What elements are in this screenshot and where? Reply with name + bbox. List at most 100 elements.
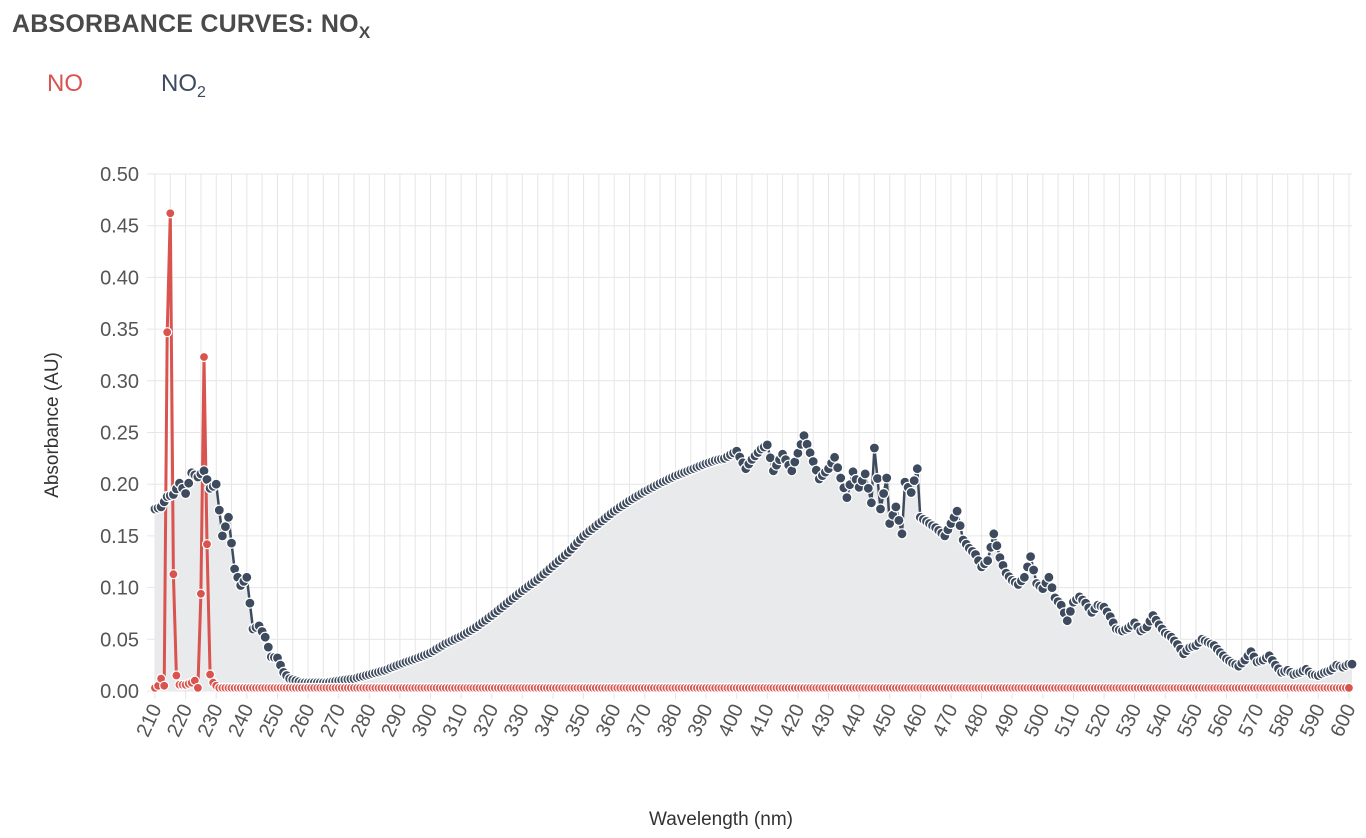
no2-point [908, 475, 920, 487]
x-tick-label: 550 [1173, 701, 1207, 741]
no2-point [1346, 658, 1358, 670]
x-tick-label: 480 [959, 701, 993, 741]
x-tick-label: 510 [1051, 701, 1085, 741]
no2-point [982, 555, 994, 567]
x-tick-label: 490 [990, 701, 1024, 741]
no2-point [954, 519, 966, 532]
x-tick-label: 410 [745, 701, 779, 741]
no2-point [210, 478, 222, 490]
no-point [1343, 682, 1355, 694]
x-tick-label: 340 [530, 701, 564, 741]
x-tick-label: 320 [469, 701, 503, 741]
x-tick-label: 240 [224, 701, 258, 741]
x-tick-label: 210 [132, 701, 166, 741]
x-tick-label: 570 [1235, 701, 1269, 741]
x-tick-label: 590 [1296, 701, 1330, 741]
x-tick-label: 470 [928, 701, 962, 741]
no-point [171, 670, 182, 681]
series-layer [149, 208, 1358, 694]
x-tick-label: 380 [653, 701, 687, 741]
no2-point [828, 451, 841, 463]
x-tick-label: 460 [898, 701, 932, 741]
no2-point [911, 463, 923, 475]
x-tick-label: 350 [561, 701, 595, 741]
no2-point [877, 487, 890, 500]
no2-point [259, 631, 271, 643]
x-tick-label: 220 [163, 701, 197, 741]
x-tick-label: 310 [439, 701, 473, 741]
no-point [159, 680, 170, 691]
no-point [198, 351, 210, 363]
no2-point [988, 528, 1000, 540]
no2-point [1024, 550, 1037, 563]
x-tick-label: 450 [867, 701, 901, 741]
x-tick-label: 370 [622, 701, 656, 741]
x-tick-label: 520 [1082, 701, 1116, 741]
y-tick-label: 0.00 [100, 681, 139, 703]
no2-point [262, 641, 274, 653]
no2-point [216, 530, 228, 542]
y-tick-label: 0.20 [100, 474, 139, 496]
no2-point [893, 514, 905, 527]
no2-point [896, 528, 908, 540]
x-axis-title: Wavelength (nm) [649, 809, 793, 830]
x-tick-label: 400 [714, 701, 748, 741]
y-axis-title: Absorbance (AU) [42, 352, 63, 498]
y-tick-label: 0.35 [100, 319, 139, 341]
no2-point [180, 487, 192, 500]
no2-point [761, 439, 773, 451]
chart-legend: NO NO2 [0, 70, 400, 110]
no-point [168, 569, 179, 580]
y-tick-label: 0.40 [100, 267, 139, 289]
no2-point [865, 497, 878, 509]
x-tick-label: 560 [1204, 701, 1238, 741]
no2-point [905, 486, 917, 499]
no2-point [1043, 571, 1055, 583]
x-tick-label: 430 [806, 701, 840, 741]
y-axis-ticks: 0.00 0.05 0.10 0.15 0.20 0.25 0.30 0.35 0.40 0.45… [100, 164, 139, 703]
no2-point [1027, 564, 1040, 576]
x-tick-label: 280 [347, 701, 381, 741]
x-tick-label: 270 [316, 701, 350, 741]
no2-point [222, 511, 235, 523]
no2-point [874, 503, 887, 515]
x-tick-label: 600 [1326, 701, 1360, 741]
no2-point [1064, 605, 1077, 618]
legend-item-no2[interactable]: NO2 [161, 70, 206, 101]
y-tick-label: 0.50 [100, 164, 139, 186]
no2-point [241, 571, 253, 583]
no2-point [871, 472, 884, 485]
x-tick-label: 500 [1020, 701, 1054, 741]
x-tick-label: 540 [1143, 701, 1177, 741]
x-tick-label: 580 [1265, 701, 1299, 741]
no2-point [219, 520, 231, 533]
no2-point [1046, 581, 1058, 594]
no2-point [1061, 615, 1073, 627]
no2-point [225, 537, 238, 549]
no2-point [835, 472, 847, 484]
no2-point [244, 597, 256, 609]
no2-point [890, 501, 902, 513]
no-point [201, 539, 213, 550]
y-tick-label: 0.45 [100, 216, 139, 238]
x-axis-ticks: 2102202302402502602702802903003103203303… [132, 701, 1360, 741]
legend-item-no[interactable]: NO [47, 70, 83, 97]
y-tick-label: 0.30 [100, 371, 139, 393]
no2-point [832, 462, 844, 474]
x-tick-label: 330 [500, 701, 534, 741]
no2-point [991, 540, 1003, 552]
no2-point [881, 472, 893, 484]
no-point [165, 208, 176, 219]
x-tick-label: 390 [684, 701, 718, 741]
x-tick-label: 420 [775, 701, 809, 741]
x-tick-label: 290 [377, 701, 411, 741]
no-point [195, 588, 206, 599]
y-tick-label: 0.05 [100, 629, 139, 651]
no2-point [868, 442, 881, 454]
x-tick-label: 260 [286, 701, 320, 741]
no2-point [213, 504, 225, 516]
x-tick-label: 230 [194, 701, 228, 741]
x-tick-label: 250 [255, 701, 289, 741]
no-point [192, 682, 203, 694]
